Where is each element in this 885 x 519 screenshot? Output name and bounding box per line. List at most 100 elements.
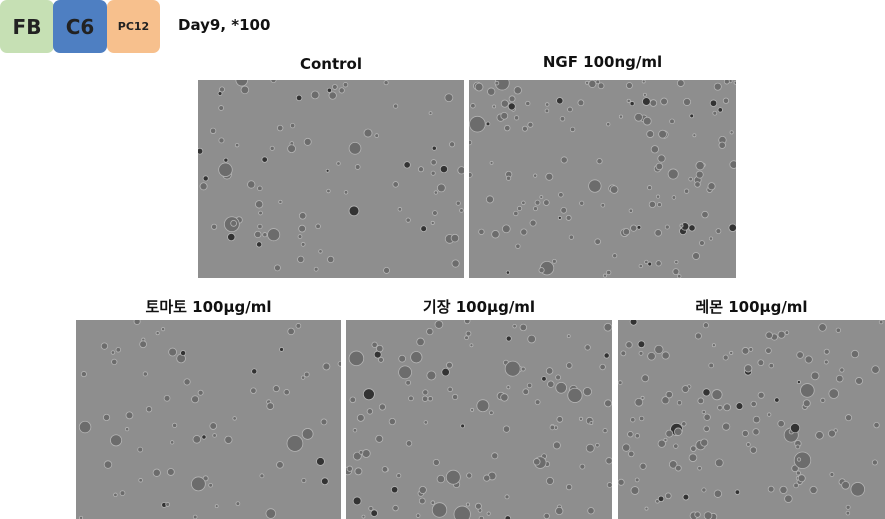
cell [609,185,619,194]
cell [180,350,187,357]
cell [722,354,729,361]
cell [543,512,550,519]
cell [327,255,335,264]
cell [873,421,880,429]
cell [681,421,687,427]
cell [469,115,486,133]
cell [634,433,640,439]
cell [240,85,250,95]
cell [717,107,723,113]
cell [247,180,256,189]
cell [734,489,741,495]
cell [750,400,757,408]
cell [579,463,586,470]
cell [415,513,421,518]
cell [446,361,453,369]
cell [556,97,564,105]
cell [322,362,331,371]
cell [439,165,448,174]
cell [784,330,790,335]
cell [434,320,444,329]
cell [568,234,574,240]
cell [348,142,362,155]
panel-label: 토마토 100μg/ml [145,298,272,316]
cell [283,389,290,396]
cell [655,260,662,267]
cell [227,232,236,242]
cell [388,417,396,426]
cell [79,515,84,519]
cell [588,179,602,193]
cell [634,397,644,407]
cell [191,476,206,492]
cell [447,386,453,393]
cell [712,110,718,116]
cell [722,422,731,431]
cell [505,175,512,181]
cell [383,80,389,86]
cell [381,466,389,473]
cell [405,379,411,386]
cell [642,97,651,106]
cell [603,352,610,359]
cell [197,389,204,396]
cell [654,344,664,355]
cell [235,80,249,87]
cell [701,487,707,493]
cell [729,160,736,169]
cell [578,416,583,421]
cell [321,477,329,486]
cell [746,442,751,447]
cell [478,228,485,235]
cell [230,219,238,227]
cell [428,111,433,116]
cell [630,486,640,495]
cell [603,273,607,278]
cell [489,410,494,416]
cell [352,451,362,461]
cell [647,351,656,361]
cell [378,403,386,411]
cell [579,200,585,206]
cell [199,182,208,191]
cell [669,118,675,125]
cell [797,474,806,483]
cell [668,460,678,469]
cell [375,434,384,443]
cell [508,95,516,103]
cell [500,393,509,402]
cell [665,390,673,399]
cell [638,263,643,269]
cell [416,337,425,347]
cell [464,335,469,341]
cell [300,375,306,380]
cell [212,433,217,438]
cell [431,145,437,151]
cell [674,427,683,436]
cell [113,492,118,498]
cell [376,344,384,353]
cell [519,323,528,332]
cell [526,382,533,389]
cell [313,266,319,272]
cell [634,477,640,483]
cell [316,457,325,466]
cell [218,137,225,144]
cell [398,365,412,380]
cell [513,210,519,217]
cell [266,402,275,410]
cell [102,413,111,422]
cell [310,90,320,100]
cell [752,428,760,436]
micrograph [198,80,464,278]
cell [297,255,305,264]
cell [850,349,860,359]
header-title: Day9, *100 [178,16,271,34]
cell [625,82,633,89]
cell [795,444,801,450]
cell [270,80,277,84]
cell [551,258,557,264]
cell [541,376,547,382]
cell [636,225,642,230]
cell [224,435,233,444]
